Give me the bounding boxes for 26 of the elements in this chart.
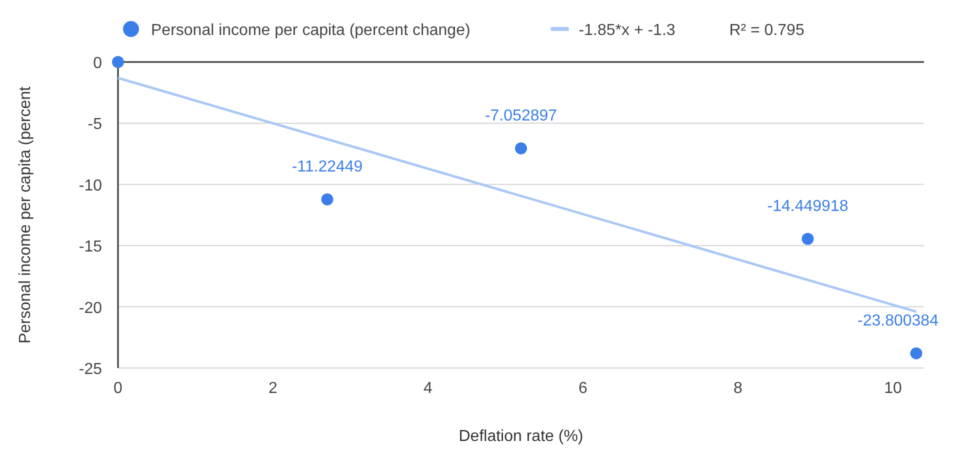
point — [910, 347, 922, 360]
point — [321, 193, 334, 206]
point — [515, 142, 527, 154]
y-tick-label: -25 — [78, 361, 102, 378]
y-axis-title: Personal income per capita (percent — [17, 86, 34, 344]
x-tick-label: 8 — [734, 380, 743, 397]
legend-label: Personal income per capita (percent change) — [151, 22, 470, 39]
x-tick-label: 0 — [114, 380, 123, 397]
legend-label: -1.85*x + -1.3 — [578, 22, 676, 39]
point — [112, 56, 124, 68]
x-axis-title: Deflation rate (%) — [458, 428, 584, 445]
x-tick-label: 10 — [884, 380, 902, 397]
data-label: -23.800384 — [858, 312, 939, 330]
x-tick-label: 6 — [578, 380, 588, 397]
point — [802, 232, 814, 245]
y-tick-label: -15 — [78, 238, 102, 256]
data-label: -7.052897 — [484, 107, 558, 124]
text: R² = 0.795 — [729, 22, 804, 39]
y-tick-label: -20 — [78, 300, 102, 317]
y-tick-label: 0 — [93, 55, 102, 72]
x-tick-label: 2 — [268, 380, 278, 397]
data-label: -14.449918 — [767, 198, 848, 215]
x-tick-label: 4 — [424, 380, 433, 397]
y-tick-label: -5 — [88, 116, 102, 134]
y-tick-label: -10 — [78, 177, 102, 194]
data-label: -11.22449 — [292, 158, 363, 176]
